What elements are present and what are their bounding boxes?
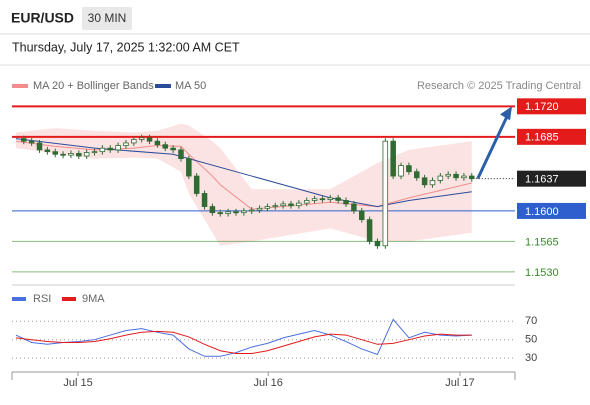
candle-body [429, 180, 436, 186]
bollinger-band [15, 123, 472, 246]
candle-body [280, 203, 286, 207]
candle-body [406, 165, 412, 173]
candle-body [351, 203, 357, 212]
candle-body [296, 202, 302, 207]
legend-swatch [155, 84, 171, 88]
candle-body [264, 206, 271, 209]
level-label-box [517, 128, 586, 145]
x-tick-label: Jul 15 [63, 377, 92, 389]
rsi-tick-label: 30 [525, 352, 537, 364]
rsi-line [15, 318, 472, 357]
candle-body [225, 211, 231, 214]
candle-body [453, 173, 459, 179]
legend-label: MA 50 [175, 80, 206, 92]
level-label-box [517, 170, 586, 187]
candle-body [162, 144, 169, 149]
candle-body [217, 212, 224, 215]
rsi-line [15, 330, 472, 355]
candle-body [343, 200, 349, 205]
candle-body [288, 203, 294, 207]
candle-body [374, 241, 381, 247]
x-tick-label: Jul 16 [254, 377, 283, 389]
candle-body [21, 138, 27, 142]
level-label-box [517, 202, 586, 219]
candle-body [107, 147, 114, 151]
candle-body [248, 209, 255, 212]
legend-swatch [12, 84, 28, 88]
candle-body [91, 151, 98, 154]
candle-body [201, 193, 208, 207]
timeframe: 30 MIN [88, 11, 127, 25]
candle-body [413, 171, 420, 179]
candle-body [193, 175, 200, 194]
candle-body [461, 175, 467, 179]
candle-body [390, 140, 396, 177]
timeframe-box [82, 7, 132, 30]
candle-body [52, 151, 58, 155]
level-label: 1.1600 [525, 206, 559, 218]
candle-body [272, 205, 279, 208]
legend-swatch [62, 297, 76, 301]
candle-body [76, 152, 82, 157]
candle-body [146, 137, 153, 142]
candle-body [68, 152, 74, 156]
candle-body [366, 219, 373, 242]
candle-body [241, 210, 247, 214]
candle-body [256, 207, 263, 211]
candle-body [170, 147, 176, 151]
candle-body [319, 198, 326, 201]
legend-label: MA 20 + Bollinger Bands [33, 80, 154, 92]
x-tick-label: Jul 17 [445, 377, 474, 389]
subtitle: Thursday, July 17, 2025 1:32:00 AM CET [12, 40, 240, 54]
candle-body [44, 149, 51, 153]
candle-body [311, 198, 318, 201]
level-label: 1.1720 [525, 101, 559, 113]
candle-body [60, 153, 66, 156]
candle-body [131, 139, 137, 144]
candle-body [421, 177, 428, 186]
projection-arrow [476, 113, 510, 180]
candle-body [437, 175, 444, 181]
credit: Research © 2025 Trading Central [417, 80, 581, 92]
candle-body [178, 149, 184, 160]
rsi-tick-label: 50 [525, 334, 537, 346]
candle-body [233, 211, 239, 214]
candle-body [123, 142, 129, 146]
candle-body [99, 147, 106, 153]
candle-body [445, 173, 451, 177]
candle-body [303, 200, 310, 204]
level-label: 1.1565 [525, 236, 559, 248]
symbol: EUR/USD [11, 10, 74, 26]
candle-body [154, 140, 161, 146]
candle-body [186, 158, 192, 177]
legend-label: RSI [33, 293, 51, 305]
rsi-tick-label: 70 [525, 315, 537, 327]
candle-body [138, 137, 145, 140]
candle-body [469, 175, 475, 180]
candle-body [28, 140, 35, 144]
candle-body [115, 145, 121, 151]
candle-body [36, 142, 43, 151]
legend-label: 9MA [82, 293, 105, 305]
candle-body [209, 206, 216, 214]
candle-body [358, 210, 365, 221]
level-label: 1.1637 [525, 174, 559, 186]
candle-body [335, 197, 341, 201]
candle-body [398, 165, 404, 177]
arrow-head [500, 106, 512, 121]
level-label: 1.1530 [525, 267, 559, 279]
candle-body [83, 152, 90, 157]
level-label: 1.1685 [525, 132, 559, 144]
level-label-box [517, 98, 586, 115]
legend-swatch [12, 297, 26, 301]
candle-body [327, 197, 334, 200]
candle-body [382, 140, 389, 247]
